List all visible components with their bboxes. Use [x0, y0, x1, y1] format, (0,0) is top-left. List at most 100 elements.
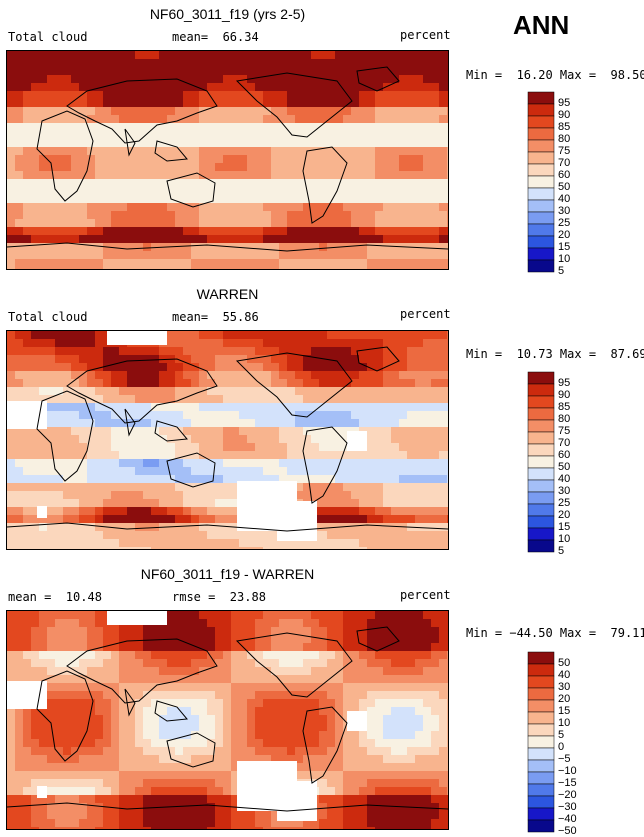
field-cell [175, 803, 183, 811]
colorbar-tick-label: 15 [558, 705, 570, 717]
colorbar-tick-label: 70 [558, 437, 570, 449]
field-cell [175, 243, 183, 251]
field-cell [39, 139, 47, 147]
field-cell [359, 331, 367, 339]
field-cell [7, 259, 15, 267]
field-cell [391, 523, 399, 531]
field-cell [439, 419, 447, 427]
field-cell [335, 699, 343, 707]
field-cell [255, 683, 263, 691]
field-cell [351, 483, 359, 491]
field-cell [175, 499, 183, 507]
field-cell [183, 123, 191, 131]
field-cell [127, 67, 135, 75]
field-cell [103, 723, 111, 731]
field-cell [311, 483, 319, 491]
colorbar-swatch [527, 455, 555, 469]
field-cell [399, 91, 407, 99]
field-cell [231, 371, 239, 379]
field-cell [423, 443, 431, 451]
field-cell [151, 747, 159, 755]
field-cell [231, 451, 239, 459]
field-cell [199, 715, 207, 723]
field-cell [39, 451, 47, 459]
field-cell [335, 403, 343, 411]
field-cell [391, 755, 399, 763]
field-cell [351, 523, 359, 531]
field-cell [239, 115, 247, 123]
field-cell [175, 619, 183, 627]
field-cell [127, 515, 135, 523]
field-cell [423, 115, 431, 123]
field-cell [359, 467, 367, 475]
field-cell [183, 419, 191, 427]
field-cell [79, 51, 87, 59]
field-cell [111, 355, 119, 363]
colorbar-tick-label: 50 [558, 181, 570, 193]
field-cell [23, 107, 31, 115]
panel-3-map [6, 610, 449, 830]
field-cell [231, 435, 239, 443]
field-cell [127, 91, 135, 99]
field-cell [79, 515, 87, 523]
field-cell [151, 211, 159, 219]
field-cell [119, 491, 127, 499]
field-cell [183, 379, 191, 387]
field-cell [319, 827, 327, 829]
field-cell [327, 371, 335, 379]
field-cell [327, 483, 335, 491]
field-cell [335, 411, 343, 419]
field-cell [287, 259, 295, 267]
field-cell [55, 747, 63, 755]
field-cell [351, 643, 359, 651]
field-cell [159, 83, 167, 91]
field-cell [247, 187, 255, 195]
coastline [356, 346, 400, 372]
field-cell [31, 539, 39, 547]
field-cell [167, 339, 175, 347]
field-cell [415, 331, 423, 339]
field-cell [247, 51, 255, 59]
field-cell [55, 67, 63, 75]
field-cell [7, 659, 15, 667]
field-cell [295, 139, 303, 147]
field-cell [287, 547, 295, 549]
field-cell [287, 51, 295, 59]
field-cell [231, 83, 239, 91]
field-cell [95, 803, 103, 811]
field-cell [295, 547, 303, 549]
field-cell [71, 379, 79, 387]
field-cell [215, 427, 223, 435]
field-cell [167, 747, 175, 755]
field-cell [31, 827, 39, 829]
field-cell [119, 67, 127, 75]
field-cell [407, 411, 415, 419]
field-cell [351, 667, 359, 675]
field-cell [359, 59, 367, 67]
field-cell [399, 259, 407, 267]
field-cell [295, 347, 303, 355]
field-cell [119, 115, 127, 123]
field-cell [199, 155, 207, 163]
field-cell [375, 683, 383, 691]
field-cell [167, 675, 175, 683]
field-cell [375, 163, 383, 171]
field-cell [127, 691, 135, 699]
field-cell [335, 51, 343, 59]
field-cell [7, 619, 15, 627]
field-cell [311, 675, 319, 683]
field-cell [103, 715, 111, 723]
field-cell [103, 115, 111, 123]
field-cell [415, 363, 423, 371]
field-cell [199, 251, 207, 259]
field-cell [223, 195, 231, 203]
colorbar-swatch [527, 151, 555, 165]
field-cell [47, 803, 55, 811]
field-cell [415, 259, 423, 267]
field-cell [247, 627, 255, 635]
field-cell [183, 627, 191, 635]
field-cell [103, 99, 111, 107]
field-cell [167, 811, 175, 819]
field-cell [79, 683, 87, 691]
field-cell [183, 651, 191, 659]
